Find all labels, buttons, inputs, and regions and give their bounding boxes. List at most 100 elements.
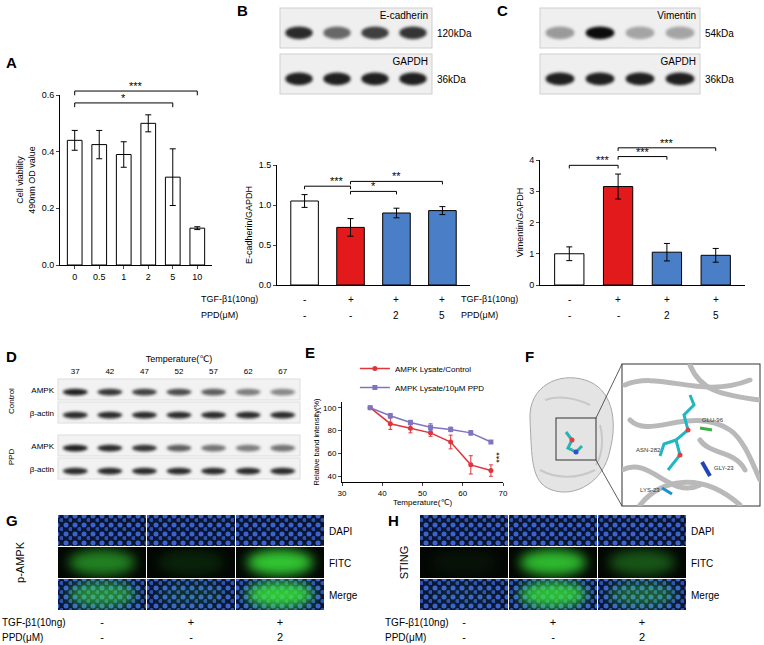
svg-text:0.6: 0.6 xyxy=(42,90,55,100)
svg-text:47: 47 xyxy=(140,367,149,376)
svg-text:***: *** xyxy=(596,154,610,166)
svg-text:PPD(μM): PPD(μM) xyxy=(2,632,43,643)
svg-text:PPD(μM): PPD(μM) xyxy=(385,632,426,643)
svg-text:E-cadherin: E-cadherin xyxy=(380,10,428,21)
svg-text:0: 0 xyxy=(72,272,77,282)
svg-text:+: + xyxy=(439,294,445,305)
svg-text:52: 52 xyxy=(175,367,184,376)
svg-text:0.5: 0.5 xyxy=(93,272,106,282)
svg-text:5: 5 xyxy=(439,310,445,321)
svg-text:Merge: Merge xyxy=(329,590,358,601)
svg-text:1: 1 xyxy=(529,249,534,259)
svg-text:50: 50 xyxy=(418,489,427,498)
svg-text:1.0: 1.0 xyxy=(259,200,272,210)
svg-text:DAPI: DAPI xyxy=(329,526,352,537)
svg-text:36kDa: 36kDa xyxy=(705,74,734,85)
svg-text:2: 2 xyxy=(639,631,645,643)
svg-text:30: 30 xyxy=(338,489,347,498)
svg-text:+: + xyxy=(393,294,399,305)
svg-text:-: - xyxy=(303,310,306,321)
svg-text:2: 2 xyxy=(664,310,670,321)
svg-text:-: - xyxy=(568,310,571,321)
svg-text:1: 1 xyxy=(121,272,126,282)
svg-text:β-actin: β-actin xyxy=(30,465,54,474)
svg-text:-: - xyxy=(349,310,352,321)
svg-text:-: - xyxy=(568,294,571,305)
svg-text:D: D xyxy=(6,348,17,365)
svg-text:2: 2 xyxy=(529,218,534,228)
svg-text:4: 4 xyxy=(529,155,534,165)
svg-text:***: *** xyxy=(636,146,650,158)
svg-text:***: *** xyxy=(494,452,504,463)
svg-text:PPD(μM): PPD(μM) xyxy=(461,310,498,320)
svg-text:40: 40 xyxy=(378,489,387,498)
svg-text:G: G xyxy=(6,512,18,529)
svg-text:0.4: 0.4 xyxy=(42,147,55,157)
svg-text:FITC: FITC xyxy=(329,558,351,569)
svg-text:62: 62 xyxy=(244,367,253,376)
svg-text:0.0: 0.0 xyxy=(42,260,55,270)
svg-text:*: * xyxy=(371,180,376,192)
svg-text:B: B xyxy=(237,2,248,19)
svg-text:10: 10 xyxy=(192,272,202,282)
svg-text:+: + xyxy=(639,616,645,628)
svg-text:E: E xyxy=(305,344,315,361)
svg-text:A: A xyxy=(6,54,17,71)
svg-text:**: ** xyxy=(392,170,401,182)
svg-text:Temperature(℃): Temperature(℃) xyxy=(146,354,213,364)
svg-text:-: - xyxy=(551,631,555,643)
svg-text:57: 57 xyxy=(209,367,218,376)
svg-text:-: - xyxy=(462,631,466,643)
svg-text:2: 2 xyxy=(146,272,151,282)
svg-text:Control: Control xyxy=(7,388,16,414)
svg-text:5: 5 xyxy=(170,272,175,282)
svg-text:-: - xyxy=(100,631,104,643)
svg-text:80: 80 xyxy=(327,426,336,435)
svg-text:0: 0 xyxy=(529,280,534,290)
svg-text:β-actin: β-actin xyxy=(30,409,54,418)
svg-text:Merge: Merge xyxy=(691,590,720,601)
svg-text:+: + xyxy=(188,616,194,628)
svg-text:p-AMPK: p-AMPK xyxy=(14,541,26,583)
svg-text:-: - xyxy=(189,631,193,643)
svg-text:60: 60 xyxy=(458,489,467,498)
svg-text:Vimentin/GAPDH: Vimentin/GAPDH xyxy=(515,188,525,257)
svg-text:FITC: FITC xyxy=(691,558,713,569)
svg-text:TGF-β1(10ng): TGF-β1(10ng) xyxy=(385,617,449,628)
svg-text:STING: STING xyxy=(398,546,410,580)
svg-text:Vimentin: Vimentin xyxy=(657,10,696,21)
svg-text:120kDa: 120kDa xyxy=(437,28,472,39)
svg-text:42: 42 xyxy=(105,367,114,376)
svg-text:***: *** xyxy=(129,80,143,92)
svg-text:*: * xyxy=(121,92,126,104)
svg-text:37: 37 xyxy=(71,367,80,376)
svg-text:F: F xyxy=(525,348,534,365)
svg-text:54kDa: 54kDa xyxy=(705,28,734,39)
svg-text:PPD(μM): PPD(μM) xyxy=(201,310,238,320)
svg-text:70: 70 xyxy=(499,489,508,498)
svg-text:36kDa: 36kDa xyxy=(437,74,466,85)
svg-text:-: - xyxy=(462,616,466,628)
svg-text:Cell viability490nm OD value: Cell viability490nm OD value xyxy=(15,146,37,214)
svg-text:TGF-β1(10ng): TGF-β1(10ng) xyxy=(201,294,258,304)
svg-text:Temperature(℃): Temperature(℃) xyxy=(393,498,453,507)
svg-text:***: *** xyxy=(660,137,674,149)
svg-text:AMPK: AMPK xyxy=(31,386,54,395)
svg-text:C: C xyxy=(497,2,508,19)
svg-text:67: 67 xyxy=(278,367,287,376)
svg-text:GLY-23: GLY-23 xyxy=(714,465,734,471)
svg-text:LYS-23: LYS-23 xyxy=(640,487,660,493)
svg-text:2: 2 xyxy=(277,631,283,643)
svg-text:+: + xyxy=(277,616,283,628)
svg-text:AMPK: AMPK xyxy=(31,442,54,451)
svg-text:2: 2 xyxy=(393,310,399,321)
svg-text:TGF-β1(10ng): TGF-β1(10ng) xyxy=(461,294,518,304)
svg-text:DAPI: DAPI xyxy=(691,526,714,537)
svg-text:+: + xyxy=(550,616,556,628)
svg-text:0.5: 0.5 xyxy=(259,240,272,250)
svg-text:+: + xyxy=(615,294,621,305)
svg-text:GAPDH: GAPDH xyxy=(660,56,696,67)
svg-text:5: 5 xyxy=(713,310,719,321)
svg-text:3: 3 xyxy=(529,186,534,196)
svg-text:E-cadherin/GAPDH: E-cadherin/GAPDH xyxy=(244,186,254,264)
